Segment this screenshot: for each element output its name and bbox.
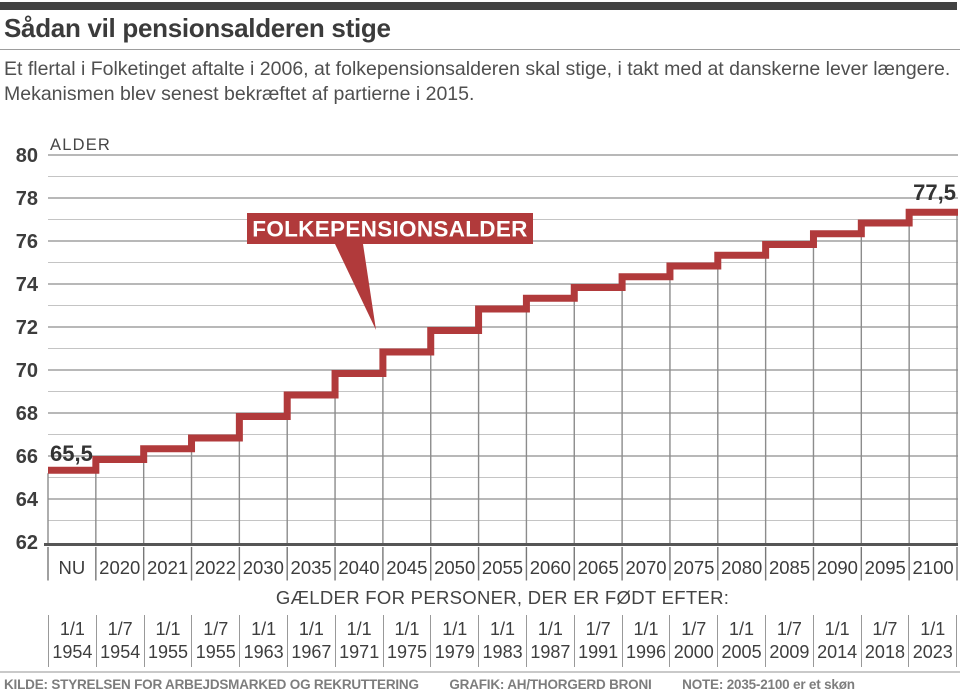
x-tick-label: 2075 xyxy=(673,557,714,578)
birth-date-cell: 1/7 1991 xyxy=(573,615,622,667)
x-gridlines xyxy=(47,215,958,544)
x-tick-label: 2090 xyxy=(817,557,858,578)
birth-date-cell: 1/1 1975 xyxy=(382,615,431,667)
x-tick-label: 2070 xyxy=(625,557,666,578)
callout-label: FOLKEPENSIONSALDER xyxy=(252,217,527,242)
x-tick-label: 2100 xyxy=(913,557,954,578)
callout-pointer xyxy=(335,244,376,330)
y-tick-label: 68 xyxy=(16,403,38,425)
x-tick-label: 2030 xyxy=(243,557,284,578)
y-axis-title: ALDER xyxy=(50,136,111,154)
birth-date-cell: 1/1 1987 xyxy=(525,615,574,667)
top-bar xyxy=(0,2,957,10)
y-tick-label: 64 xyxy=(16,489,39,511)
birth-date-cell: 1/1 1996 xyxy=(621,615,670,667)
x-tick-label: 2055 xyxy=(482,557,523,578)
birth-date-cell: 1/1 1967 xyxy=(286,615,335,667)
birth-date-cell: 1/1 2014 xyxy=(812,615,861,667)
footnote: NOTE: 2035-2100 er et skøn xyxy=(682,677,855,692)
birth-date-cell: 1/1 2005 xyxy=(717,615,765,667)
pension-age-step-chart: FOLKEPENSIONSALDER ALDER 62 64 66 68 70 72 74 76 7… xyxy=(16,136,958,581)
birth-date-cell: 1/7 2000 xyxy=(669,615,717,667)
series-callout: FOLKEPENSIONSALDER xyxy=(247,213,533,330)
y-tick-label: 76 xyxy=(16,231,38,253)
x-tick-label: 2050 xyxy=(434,557,475,578)
x-tick-label: 2035 xyxy=(291,557,332,578)
callout-box xyxy=(247,213,533,244)
x-tick-label: NU xyxy=(59,557,86,578)
x-tick-label: 2085 xyxy=(769,557,810,578)
birth-date-cell: 1/1 1983 xyxy=(478,615,526,667)
y-tick-label: 62 xyxy=(16,532,38,554)
y-tick-label: 72 xyxy=(16,317,38,339)
x-tick-label: 2060 xyxy=(530,557,571,578)
x-tick-label: 2022 xyxy=(195,557,236,578)
birth-axis-title: GÆLDER FOR PERSONER, DER ER FØDT EFTER: xyxy=(275,587,730,608)
birth-date-cell: 1/7 1954 xyxy=(95,615,144,667)
x-axis-labels: NU 2020 2021 2022 2030 2035 2040 2045 2050 2055 20… xyxy=(47,547,958,581)
footer: KILDE: STYRELSEN FOR ARBEJDSMARKED OG RE… xyxy=(4,677,882,692)
birth-date-cell: 1/7 1955 xyxy=(191,615,239,667)
series-step-line xyxy=(48,208,958,474)
birth-axis-labels: 1/1 1954 1/7 1954 1/1 1955 1/7 1955 1/1 1963 1/1 19… xyxy=(48,615,958,667)
source-credit: KILDE: STYRELSEN FOR ARBEJDSMARKED OG RE… xyxy=(4,677,419,692)
birth-date-cell: 1/1 1954 xyxy=(48,615,96,667)
x-tick-label: 2065 xyxy=(578,557,619,578)
x-tick-label: 2095 xyxy=(865,557,906,578)
x-tick-label: 2045 xyxy=(386,557,427,578)
birth-date-cell: 1/1 1963 xyxy=(239,615,287,667)
graphic-credit: GRAFIK: AH/THORGERD BRONI xyxy=(449,677,652,692)
birth-date-cell: 1/7 2018 xyxy=(860,615,909,667)
y-tick-label: 70 xyxy=(16,360,38,382)
birth-date-cell: 1/1 1979 xyxy=(430,615,478,667)
title-divider xyxy=(0,49,960,50)
y-tick-label: 78 xyxy=(16,188,38,210)
birth-date-cell: 1/1 1971 xyxy=(334,615,383,667)
birth-date-cell: 1/7 2009 xyxy=(764,615,813,667)
y-axis-labels: 62 64 66 68 70 72 74 76 78 80 xyxy=(16,145,39,554)
birth-date-cell: 1/1 1955 xyxy=(143,615,192,667)
birth-date-cell: 1/1 2023 xyxy=(908,615,958,667)
x-tick-label: 2080 xyxy=(721,557,762,578)
y-gridlines xyxy=(48,154,958,522)
end-value-label: 77,5 xyxy=(913,180,956,205)
start-value-label: 65,5 xyxy=(50,441,93,466)
y-tick-label: 74 xyxy=(16,274,39,296)
x-tick-label: 2020 xyxy=(99,557,140,578)
subtitle: Et flertal i Folketinget aftalte i 2006,… xyxy=(4,58,951,105)
footer-divider xyxy=(0,671,960,673)
page-title: Sådan vil pensionsalderen stige xyxy=(4,13,391,43)
y-tick-label: 80 xyxy=(16,145,38,167)
x-tick-label: 2040 xyxy=(338,557,379,578)
x-tick-label: 2021 xyxy=(147,557,188,578)
y-tick-label: 66 xyxy=(16,446,38,468)
